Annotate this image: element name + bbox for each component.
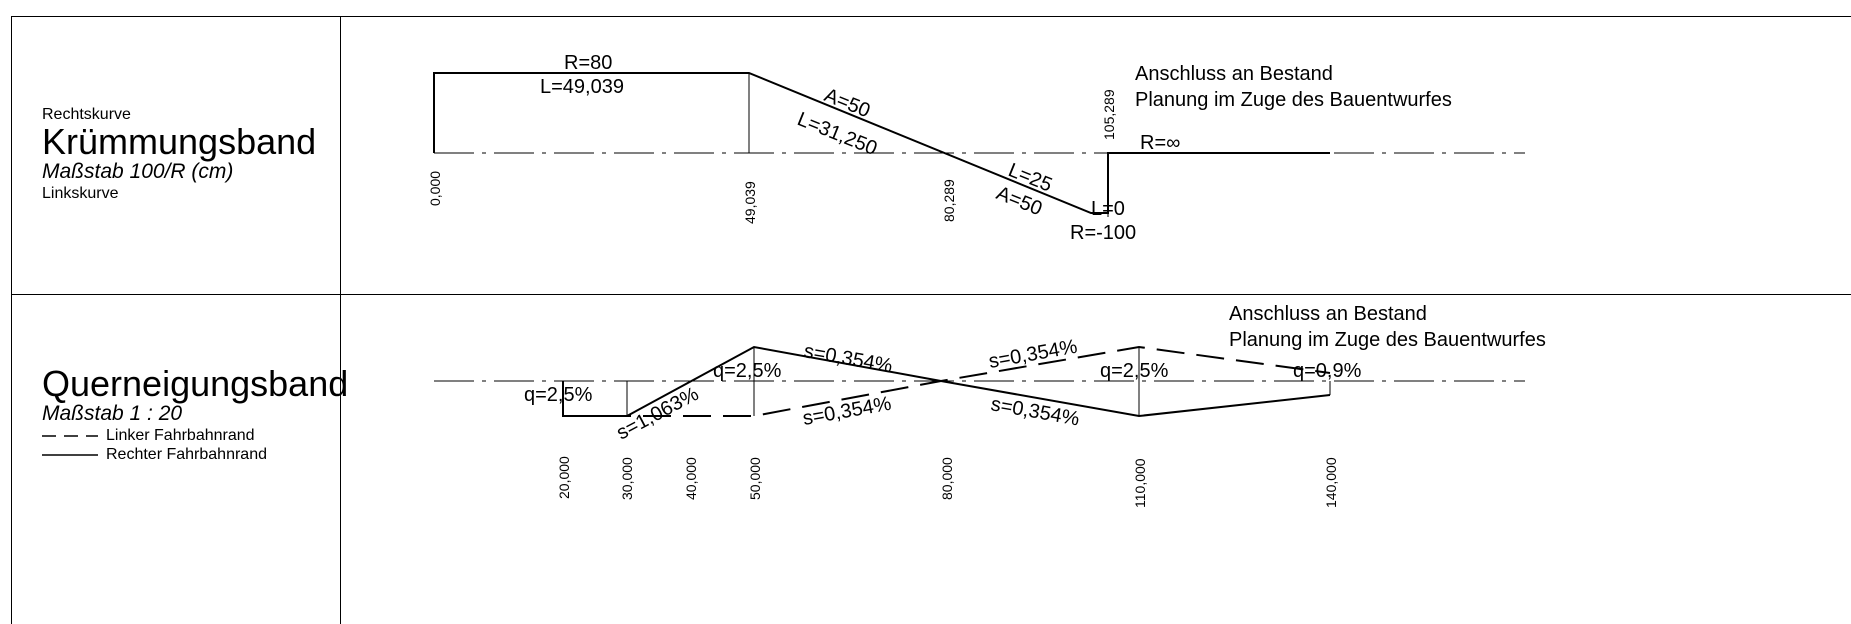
station-label: 105,289 (1101, 89, 1117, 140)
station-label: 110,000 (1132, 458, 1148, 508)
tie-in-note: Anschluss an Bestand (1135, 63, 1333, 85)
drawing-frame (11, 16, 1851, 624)
radius-label: R=80 (564, 52, 612, 74)
design-note: Planung im Zuge des Bauentwurfes (1135, 89, 1452, 111)
cross-slope-label: q=2,5% (524, 384, 593, 406)
cross-slope-label: q=0,9% (1293, 360, 1362, 382)
grade-label: s=1,063% (613, 383, 703, 445)
radius-label: R=-100 (1070, 222, 1136, 244)
cross-slope-label: q=2,5% (713, 360, 782, 382)
cross-slope-legend-lines (42, 435, 98, 456)
curvature-scale-label: Maßstab 100/R (cm) (42, 160, 234, 183)
right-curve-label: Rechtskurve (42, 106, 131, 123)
legend-column-divider (340, 16, 341, 624)
curvature-diagram-line (433, 72, 1330, 214)
cross-slope-scale-label: Maßstab 1 : 20 (42, 402, 183, 425)
station-label: 80,289 (941, 179, 957, 222)
station-label: 0,000 (427, 171, 443, 206)
grade-label: s=0,354% (802, 340, 894, 377)
radius-label: R=∞ (1140, 132, 1180, 154)
grade-label: s=0,354% (987, 336, 1079, 373)
grade-label: s=0,354% (989, 393, 1081, 430)
station-label: 80,000 (939, 457, 955, 500)
design-note: Planung im Zuge des Bauentwurfes (1229, 329, 1546, 351)
left-edge-line (563, 345, 1331, 417)
cross-slope-label: q=2,5% (1100, 360, 1169, 382)
length-label: L=49,039 (540, 76, 624, 98)
station-label: 50,000 (747, 457, 763, 500)
right-edge-legend-label: Rechter Fahrbahnrand (106, 446, 267, 463)
left-edge-legend-label: Linker Fahrbahnrand (106, 427, 255, 444)
tie-in-note: Anschluss an Bestand (1229, 303, 1427, 325)
left-curve-label: Linkskurve (42, 185, 119, 202)
station-label: 40,000 (683, 457, 699, 500)
length-label: L=0 (1091, 198, 1125, 220)
station-label: 20,000 (556, 456, 572, 499)
station-label: 140,000 (1323, 457, 1339, 508)
band-divider (11, 294, 1851, 295)
cross-slope-band-title: Querneigungsband (42, 363, 349, 404)
clothoid-param-label: A=50 (821, 84, 873, 122)
station-label: 30,000 (619, 457, 635, 500)
curvature-band-title: Krümmungsband (42, 121, 317, 162)
station-label: 49,039 (742, 181, 758, 224)
